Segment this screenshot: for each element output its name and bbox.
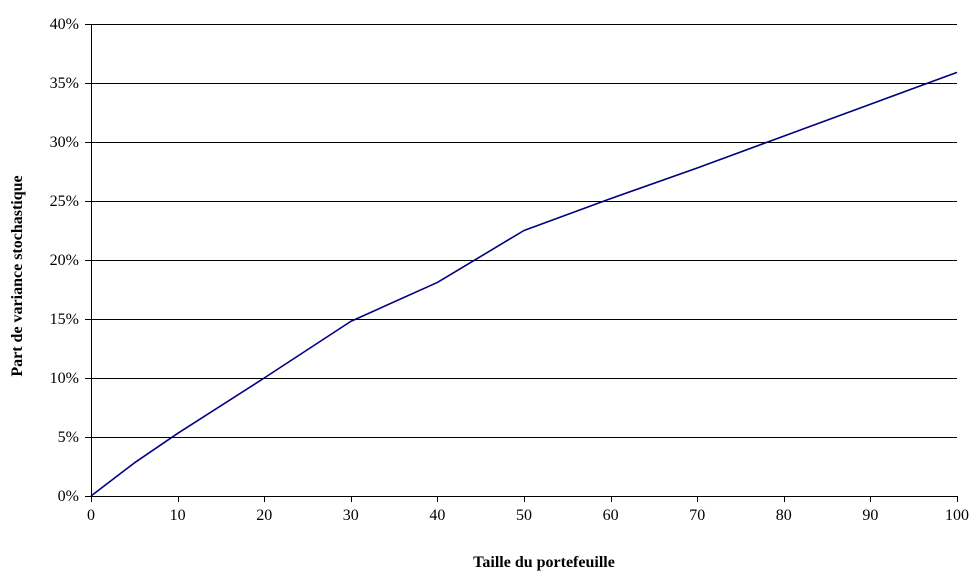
y-tick-label-2: 10% [50, 370, 79, 387]
x-tick-label-0: 0 [87, 507, 95, 524]
x-tick-label-4: 40 [429, 507, 445, 524]
x-tick-label-10: 100 [945, 507, 969, 524]
y-tick-label-6: 30% [50, 134, 79, 151]
y-tick-label-8: 40% [50, 16, 79, 33]
y-tick-label-1: 5% [58, 429, 79, 446]
tick-labels: 0% 5% 10% 15% 20% 25% 30% 35% 40% 0 10 20 30 40 50 60 70… [50, 16, 969, 524]
x-tick-label-6: 60 [603, 507, 619, 524]
y-tick-label-5: 25% [50, 193, 79, 210]
x-tick-label-9: 90 [862, 507, 878, 524]
x-tick-label-5: 50 [516, 507, 532, 524]
y-axis-title: Part de variance stochastique [9, 175, 26, 376]
axes [85, 24, 958, 502]
x-axis-title: Taille du portefeuille [473, 554, 615, 571]
x-tick-label-7: 70 [689, 507, 705, 524]
x-tick-label-3: 30 [343, 507, 359, 524]
grid-lines [91, 24, 957, 438]
series-line-0 [90, 71, 958, 497]
y-tick-label-3: 15% [50, 311, 79, 328]
x-tick-label-2: 20 [256, 507, 272, 524]
y-tick-label-0: 0% [58, 488, 79, 505]
y-tick-label-7: 35% [50, 75, 79, 92]
x-tick-label-1: 10 [170, 507, 186, 524]
data-series [90, 71, 958, 497]
x-tick-label-8: 80 [776, 507, 792, 524]
y-tick-label-4: 20% [50, 252, 79, 269]
